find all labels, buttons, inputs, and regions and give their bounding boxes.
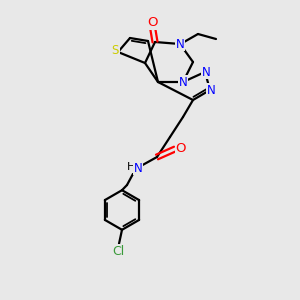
- Text: N: N: [207, 83, 215, 97]
- Text: N: N: [134, 161, 142, 175]
- Text: N: N: [202, 65, 210, 79]
- Text: H: H: [127, 162, 135, 172]
- Text: O: O: [147, 16, 157, 28]
- Text: S: S: [111, 44, 119, 58]
- Text: N: N: [178, 76, 188, 88]
- Text: O: O: [176, 142, 186, 154]
- Text: N: N: [176, 38, 184, 50]
- Text: Cl: Cl: [112, 245, 124, 258]
